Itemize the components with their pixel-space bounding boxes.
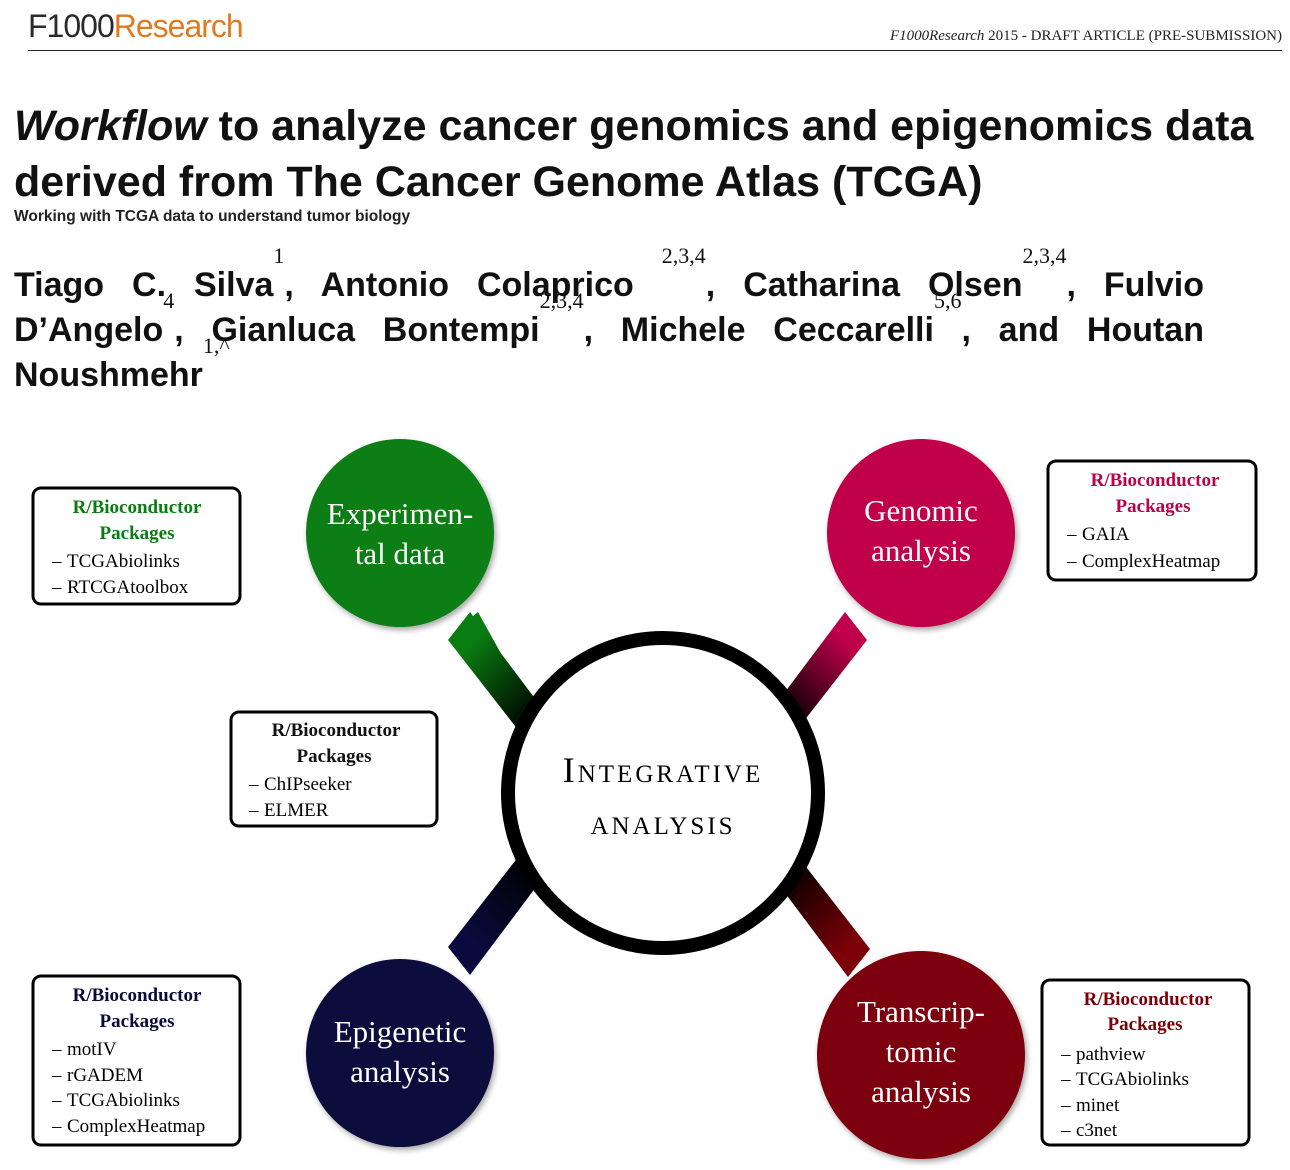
box-heading-line1: R/Bioconductor: [73, 497, 202, 518]
logo-research-text: Research: [113, 8, 244, 44]
author-separator: ,: [284, 266, 321, 304]
author-affiliation: 2,3,4: [661, 243, 706, 268]
package-bullet: –: [51, 1065, 62, 1086]
package-bullet: –: [51, 577, 62, 598]
box-heading-line2: Packages: [1116, 496, 1191, 517]
experimental-data-node: [306, 439, 494, 627]
title-italic: Workflow: [14, 102, 207, 150]
box-heading-line2: Packages: [100, 1011, 175, 1032]
package-item: minet: [1076, 1095, 1120, 1116]
author-name: Antonio Colaprico: [320, 266, 662, 304]
package-item: ComplexHeatmap: [1082, 551, 1220, 572]
package-bullet: –: [51, 1116, 62, 1137]
package-item: GAIA: [1082, 524, 1130, 545]
package-bullet: –: [1060, 1095, 1071, 1116]
author-affiliation: 5,6: [933, 288, 962, 313]
package-item: ComplexHeatmap: [67, 1116, 205, 1137]
epigenetic-node-line1: Epigenetic: [334, 1014, 467, 1049]
box-heading-line2: Packages: [100, 523, 175, 544]
package-item: TCGAbiolinks: [67, 1090, 180, 1111]
author-name: Fulvio D’Angelo: [14, 266, 1205, 349]
package-item: RTCGAtoolbox: [67, 577, 189, 598]
integrative-packages-box: R/Bioconductor Packages – ChIPseeker – E…: [229, 710, 439, 828]
box-heading-line1: R/Bioconductor: [73, 985, 202, 1006]
author-separator: ,: [174, 311, 212, 349]
package-item: ELMER: [264, 800, 329, 821]
author-affiliation: 2,3,4: [539, 288, 584, 313]
package-bullet: –: [1060, 1069, 1071, 1090]
logo-f1000-text: F1000: [28, 8, 115, 44]
experimental-node-line1: Experimen-: [327, 496, 473, 531]
center-label-line1: Integrative: [563, 750, 764, 790]
epigenetic-node-line2: analysis: [350, 1054, 450, 1089]
author-name: Michele Ceccarelli: [620, 311, 934, 349]
box-heading-line2: Packages: [297, 746, 372, 767]
connector-epigenetic: [448, 852, 545, 975]
box-heading-line1: R/Bioconductor: [1084, 989, 1213, 1010]
transcriptomic-node-line2: tomic: [886, 1034, 957, 1069]
author-name: Gianluca Bontempi: [211, 311, 540, 349]
package-item: pathview: [1076, 1044, 1146, 1065]
box-heading-line1: R/Bioconductor: [272, 720, 401, 741]
experimental-node-line2: tal data: [355, 536, 446, 571]
package-bullet: –: [248, 800, 259, 821]
genomic-node-line1: Genomic: [864, 493, 978, 528]
package-item: ChIPseeker: [264, 774, 352, 795]
article-title: Workflow to analyze cancer genomics and …: [14, 98, 1254, 210]
article-subtitle: Working with TCGA data to understand tum…: [14, 208, 411, 225]
integrative-analysis-circle: [501, 631, 825, 955]
package-item: TCGAbiolinks: [1076, 1069, 1189, 1090]
author-separator: , and: [961, 311, 1087, 349]
package-bullet: –: [248, 774, 259, 795]
author-affiliation: 1: [273, 243, 285, 268]
transcriptomic-node-line1: Transcrip-: [857, 994, 985, 1029]
author-name: Houtan Noushmehr: [14, 311, 1204, 394]
transcriptomic-node-line3: analysis: [871, 1074, 971, 1109]
epigenetic-analysis-node: [306, 959, 494, 1147]
author-list: Tiago C. Silva1, Antonio Colaprico 2,3,4…: [14, 245, 1205, 398]
genomic-node-line2: analysis: [871, 533, 971, 568]
author-name: Tiago C. Silva: [14, 266, 274, 304]
author-separator: ,: [1066, 266, 1104, 304]
author-separator: ,: [705, 266, 744, 304]
transcriptomic-analysis-node: [817, 951, 1025, 1159]
package-bullet: –: [1060, 1044, 1071, 1065]
epigenetic-packages-box: R/Bioconductor Packages – motIV – rGADEM…: [31, 974, 242, 1147]
author-affiliation: 4: [163, 288, 175, 313]
package-item: c3net: [1076, 1120, 1118, 1141]
experimental-packages-box: R/Bioconductor Packages – TCGAbiolinks –…: [31, 486, 242, 606]
transcriptomic-packages-box: R/Bioconductor Packages – pathview – TCG…: [1040, 978, 1251, 1147]
package-item: TCGAbiolinks: [67, 551, 180, 572]
package-item: motIV: [67, 1039, 117, 1060]
genomic-analysis-node: [827, 439, 1015, 627]
box-heading-line1: R/Bioconductor: [1091, 470, 1220, 491]
package-bullet: –: [1060, 1120, 1071, 1141]
center-label-line2: analysis: [590, 802, 735, 842]
draft-info: 2015 - DRAFT ARTICLE (PRE-SUBMISSION): [984, 28, 1282, 44]
author-separator: ,: [583, 311, 621, 349]
author-name: Catharina Olsen: [743, 266, 1023, 304]
f1000research-logo: F1000Research: [28, 8, 244, 45]
package-bullet: –: [1066, 551, 1077, 572]
package-bullet: –: [51, 551, 62, 572]
box-heading-line2: Packages: [1108, 1014, 1183, 1035]
title-rest: to analyze cancer genomics and epigenomi…: [14, 102, 1254, 206]
package-bullet: –: [51, 1090, 62, 1111]
connector-experimental: [448, 612, 545, 735]
author-affiliation: 2,3,4: [1022, 243, 1067, 268]
package-bullet: –: [1066, 524, 1077, 545]
journal-name: F1000Research: [889, 28, 985, 44]
page-header: F1000Research F1000Research 2015 - DRAFT…: [28, 4, 1282, 51]
genomic-packages-box: R/Bioconductor Packages – GAIA – Complex…: [1046, 459, 1258, 582]
draft-notice: F1000Research 2015 - DRAFT ARTICLE (PRE-…: [890, 28, 1282, 45]
package-item: rGADEM: [67, 1065, 143, 1086]
package-bullet: –: [51, 1039, 62, 1060]
author-affiliation: 1,^: [202, 333, 230, 358]
connector-transcriptomic: [773, 854, 870, 977]
